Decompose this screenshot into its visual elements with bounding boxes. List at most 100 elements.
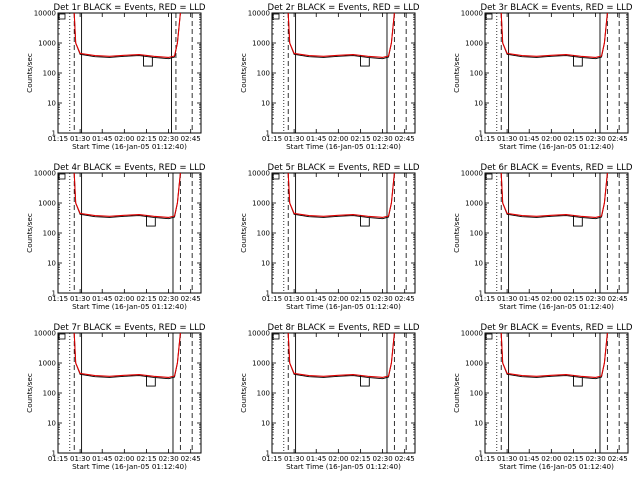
x-tick-label: 01:45: [519, 135, 539, 143]
y-axis-label: Counts/sec: [25, 373, 34, 413]
y-axis-label: Counts/sec: [452, 213, 461, 253]
y-tick-label: 1000: [465, 360, 483, 368]
x-tick-label: 01:15: [48, 455, 68, 463]
events-series-line: [73, 333, 181, 380]
y-tick-label: 1: [266, 130, 270, 138]
interval-marker-box: [58, 333, 66, 340]
x-tick-label: 02:45: [181, 295, 201, 303]
x-tick-label: 02:15: [563, 455, 583, 463]
y-tick-label: 10000: [34, 170, 56, 178]
x-tick-label: 02:15: [136, 135, 156, 143]
events-series-line: [287, 333, 395, 380]
y-tick-label: 1: [479, 130, 483, 138]
events-dip-segment: [360, 215, 370, 227]
x-tick-label: 01:45: [519, 295, 539, 303]
y-tick-label: 100: [470, 70, 483, 78]
x-tick-label: 02:45: [395, 295, 415, 303]
x-tick-label: 02:00: [114, 455, 134, 463]
y-axis-label: Counts/sec: [239, 213, 248, 253]
x-tick-label: 01:45: [306, 455, 326, 463]
x-tick-label: 01:15: [475, 135, 495, 143]
x-tick-label: 01:30: [497, 135, 517, 143]
y-tick-label: 1000: [38, 360, 56, 368]
x-tick-label: 02:00: [328, 295, 348, 303]
y-tick-label: 100: [43, 390, 56, 398]
plot-frame: [271, 172, 416, 294]
x-tick-label: 02:30: [585, 295, 605, 303]
plot-frame: [57, 172, 202, 294]
interval-marker-box: [272, 333, 280, 340]
detector-panel-9: Det 9r BLACK = Events, RED = LLD 1 10 100 10…: [452, 323, 633, 471]
y-tick-label: 1000: [252, 40, 270, 48]
x-tick-label: 02:00: [541, 135, 561, 143]
x-tick-label: 02:30: [158, 455, 178, 463]
panel-title: Det 5r BLACK = Events, RED = LLD: [267, 163, 419, 173]
interval-marker-box: [58, 173, 66, 180]
x-axis-label: Start Time (16-Jan-05 01:12:40): [286, 462, 401, 471]
y-tick-label: 10: [261, 420, 270, 428]
panel-title: Det 6r BLACK = Events, RED = LLD: [480, 163, 632, 173]
interval-marker-box: [485, 173, 493, 180]
events-dip-segment: [146, 375, 156, 387]
x-tick-label: 01:15: [48, 135, 68, 143]
y-tick-label: 10: [474, 100, 483, 108]
x-tick-label: 02:00: [328, 135, 348, 143]
y-tick-label: 10000: [461, 170, 483, 178]
events-dip-segment: [573, 55, 583, 67]
y-tick-label: 10: [261, 260, 270, 268]
x-axis-label: Start Time (16-Jan-05 01:12:40): [499, 462, 614, 471]
events-dip-segment: [573, 215, 583, 227]
y-tick-label: 10000: [34, 10, 56, 18]
x-tick-label: 02:00: [541, 455, 561, 463]
x-tick-label: 02:45: [608, 135, 628, 143]
x-tick-label: 01:30: [497, 295, 517, 303]
x-tick-label: 02:15: [563, 295, 583, 303]
detector-panel-7: Det 7r BLACK = Events, RED = LLD 1 10 100 10…: [25, 323, 206, 471]
events-dip-segment: [573, 375, 583, 387]
panel-title: Det 4r BLACK = Events, RED = LLD: [53, 163, 205, 173]
x-tick-label: 01:15: [262, 135, 282, 143]
events-dip-segment: [360, 55, 370, 67]
events-dip-segment: [146, 215, 156, 227]
x-tick-label: 02:15: [350, 295, 370, 303]
y-tick-label: 100: [257, 230, 270, 238]
y-tick-label: 1000: [465, 40, 483, 48]
y-tick-label: 10000: [461, 10, 483, 18]
y-tick-label: 1: [52, 450, 56, 458]
y-tick-label: 10: [47, 260, 56, 268]
x-tick-label: 02:30: [158, 135, 178, 143]
x-tick-label: 02:15: [350, 455, 370, 463]
y-tick-label: 1: [479, 290, 483, 298]
events-series-line: [73, 173, 181, 220]
x-tick-label: 01:15: [48, 295, 68, 303]
x-axis-label: Start Time (16-Jan-05 01:12:40): [72, 302, 187, 311]
x-tick-label: 02:30: [585, 135, 605, 143]
x-tick-label: 02:30: [158, 295, 178, 303]
y-tick-label: 10000: [248, 330, 270, 338]
events-series-line: [73, 13, 181, 60]
y-tick-label: 10: [261, 100, 270, 108]
x-tick-label: 01:30: [284, 135, 304, 143]
plot-frame: [271, 12, 416, 134]
y-tick-label: 100: [257, 390, 270, 398]
x-tick-label: 02:00: [328, 455, 348, 463]
y-axis-label: Counts/sec: [452, 373, 461, 413]
panel-title: Det 8r BLACK = Events, RED = LLD: [267, 323, 419, 333]
y-tick-label: 100: [257, 70, 270, 78]
x-tick-label: 02:45: [395, 455, 415, 463]
y-tick-label: 10000: [34, 330, 56, 338]
y-axis-label: Counts/sec: [25, 213, 34, 253]
x-tick-label: 01:30: [70, 135, 90, 143]
y-tick-label: 10000: [248, 10, 270, 18]
x-tick-label: 01:45: [519, 455, 539, 463]
plot-frame: [57, 332, 202, 454]
events-series-line: [500, 333, 608, 380]
y-tick-label: 100: [470, 390, 483, 398]
x-tick-label: 02:15: [563, 135, 583, 143]
plot-frame: [271, 332, 416, 454]
y-tick-label: 10000: [248, 170, 270, 178]
y-axis-label: Counts/sec: [25, 53, 34, 93]
lld-series-line: [73, 333, 181, 378]
x-axis-label: Start Time (16-Jan-05 01:12:40): [499, 302, 614, 311]
